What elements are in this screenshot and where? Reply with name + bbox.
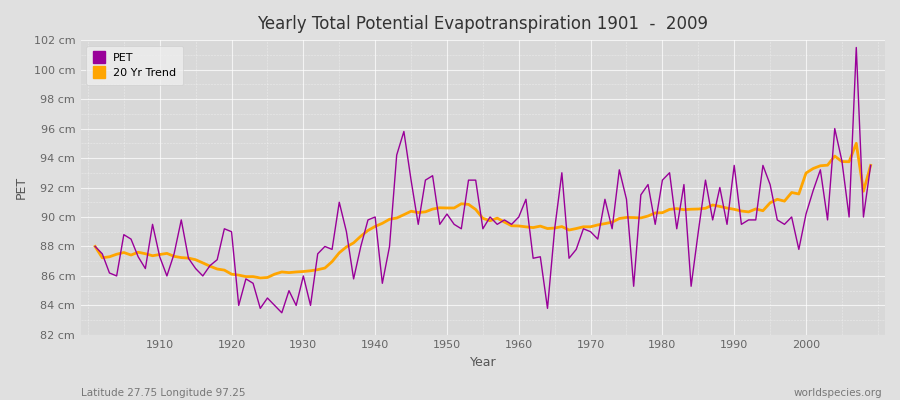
Text: Latitude 27.75 Longitude 97.25: Latitude 27.75 Longitude 97.25 xyxy=(81,388,246,398)
Title: Yearly Total Potential Evapotranspiration 1901  -  2009: Yearly Total Potential Evapotranspiratio… xyxy=(257,15,708,33)
Y-axis label: PET: PET xyxy=(15,176,28,199)
Text: worldspecies.org: worldspecies.org xyxy=(794,388,882,398)
Legend: PET, 20 Yr Trend: PET, 20 Yr Trend xyxy=(86,46,183,85)
X-axis label: Year: Year xyxy=(470,356,496,369)
